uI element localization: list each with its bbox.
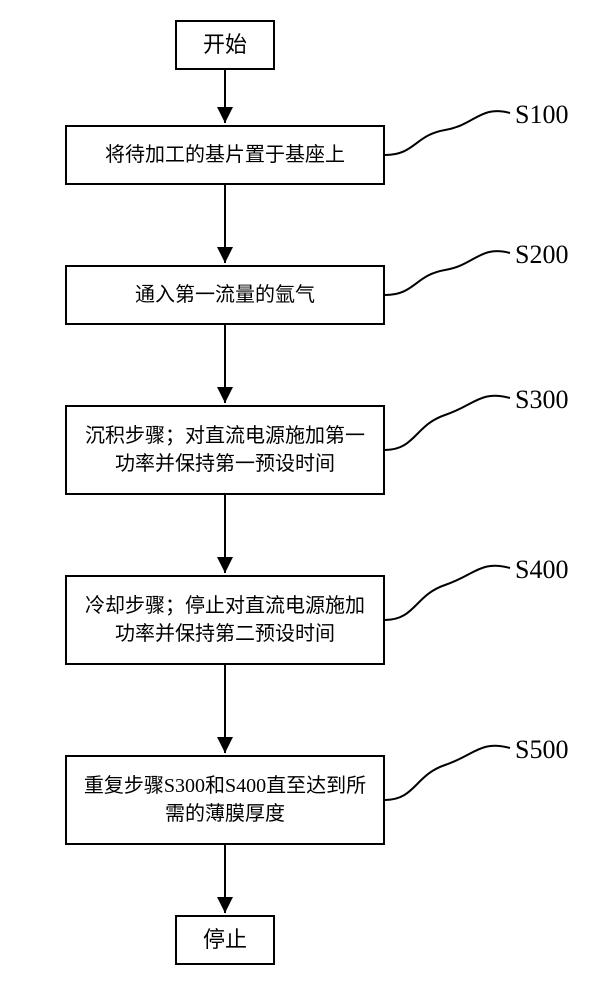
squiggle-s300	[385, 396, 510, 450]
squiggle-s200	[385, 251, 510, 295]
squiggle-s500	[385, 746, 510, 800]
connectors-svg	[0, 0, 616, 1000]
squiggle-s400	[385, 566, 510, 620]
squiggle-s100	[385, 111, 510, 155]
